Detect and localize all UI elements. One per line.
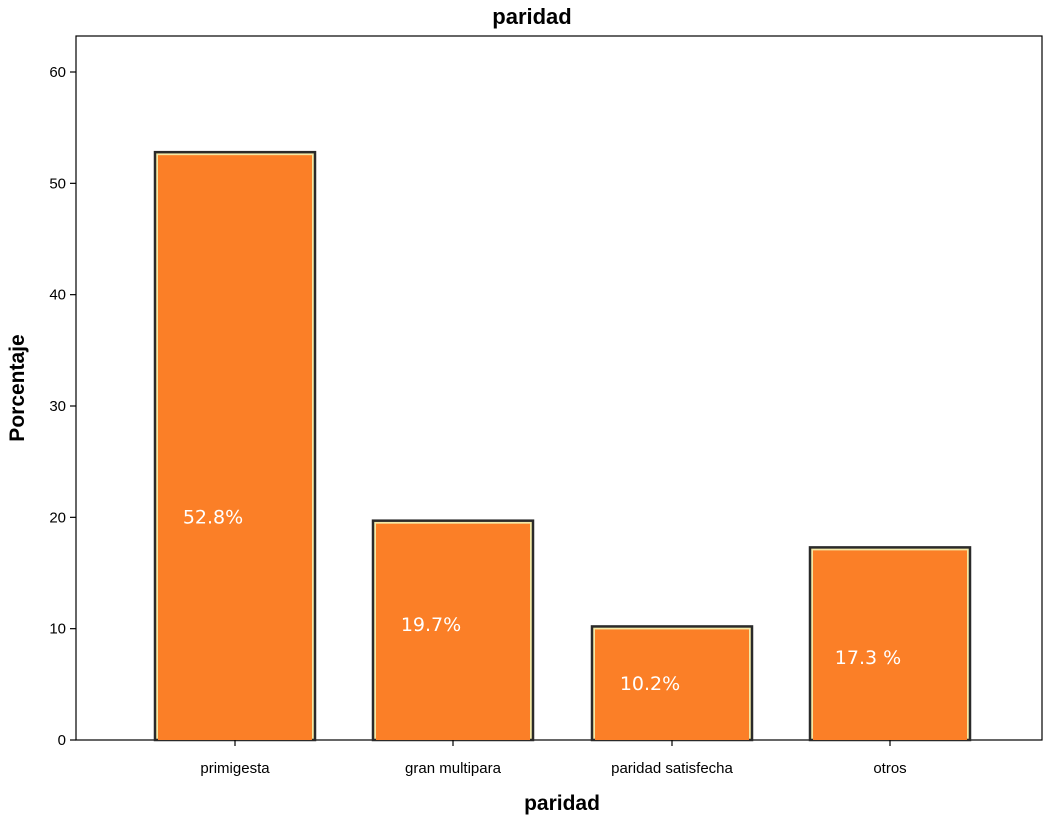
bars: 52.8% 19.7% 10.2% 17.3 % [153, 150, 972, 742]
x-axis-label: paridad [524, 792, 600, 815]
bar-value-label: 10.2% [620, 673, 680, 695]
y-axis-label: Porcentaje [6, 334, 29, 441]
bar-fill [158, 155, 312, 740]
y-tick-label: 10 [49, 621, 66, 638]
y-tick-label: 30 [49, 398, 66, 415]
x-tick-label: primigesta [200, 760, 270, 777]
y-tick-label: 20 [49, 509, 66, 526]
bar-value-label: 19.7% [401, 614, 461, 636]
y-axis: 0 10 20 30 40 50 60 [49, 64, 76, 749]
bar-value-label: 17.3 % [835, 647, 901, 669]
x-tick-label: gran multipara [405, 760, 502, 777]
bar-fill [813, 550, 967, 740]
bar-value-label: 52.8% [183, 507, 243, 529]
bar-fill [376, 523, 530, 740]
y-tick-label: 40 [49, 287, 66, 304]
y-tick-label: 0 [58, 732, 66, 749]
y-tick-label: 50 [49, 175, 66, 192]
chart-title: paridad [492, 4, 571, 29]
plot-frame [75, 35, 1043, 741]
bar-fill [595, 629, 749, 740]
y-tick-label: 60 [49, 64, 66, 81]
x-tick-label: otros [873, 760, 906, 777]
x-axis: primigesta gran multipara paridad satisfec… [200, 740, 907, 777]
x-tick-label: paridad satisfecha [611, 760, 733, 777]
